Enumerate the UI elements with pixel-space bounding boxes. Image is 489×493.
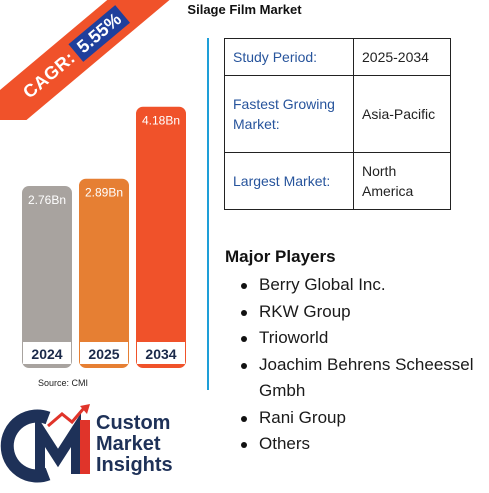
info-row-study-period: Study Period: 2025-2034 xyxy=(224,38,451,76)
info-value: 2025-2034 xyxy=(353,38,451,76)
divider-line xyxy=(207,38,209,390)
info-key: Fastest Growing Market: xyxy=(224,75,354,153)
logo-wordmark: Custom Market Insights xyxy=(96,413,173,476)
info-table: Study Period: 2025-2034 Fastest Growing … xyxy=(224,38,451,210)
bar-value-label: 2.76Bn xyxy=(28,193,66,207)
cmi-logo-icon xyxy=(0,404,90,483)
bar-2034 xyxy=(136,106,186,368)
bar-value-label: 2.89Bn xyxy=(85,186,123,200)
bar-2025 xyxy=(79,178,129,368)
player-item: Rani Group xyxy=(237,405,477,432)
year-plate xyxy=(23,342,71,364)
x-tick-label: 2034 xyxy=(145,346,176,362)
logo-line-1: Custom xyxy=(96,412,171,434)
player-item: Others xyxy=(237,431,477,458)
players-list: Berry Global Inc. RKW Group Trioworld Jo… xyxy=(237,272,477,458)
year-plate xyxy=(80,342,128,364)
chart-title: Silage Film Market xyxy=(187,2,302,17)
info-key: Study Period: xyxy=(224,38,354,76)
info-row-fastest-growing: Fastest Growing Market: Asia-Pacific xyxy=(224,75,451,153)
player-item: RKW Group xyxy=(237,299,477,326)
logo-line-2: Market xyxy=(96,433,161,455)
info-value: Asia-Pacific xyxy=(353,75,451,153)
logo-line-3: Insights xyxy=(96,454,173,476)
bar-2024 xyxy=(22,185,72,368)
players-heading: Major Players xyxy=(225,247,336,266)
info-key: Largest Market: xyxy=(224,152,354,210)
bar-value-label: 4.18Bn xyxy=(142,114,180,128)
player-item: Berry Global Inc. xyxy=(237,272,477,299)
source-note: Source: CMI xyxy=(38,378,89,388)
player-item: Trioworld xyxy=(237,325,477,352)
year-plate xyxy=(137,342,185,364)
bar-chart: 2.76Bn 2024 2.89Bn 2025 4.18Bn 2034 xyxy=(22,106,186,368)
player-item: Joachim Behrens Scheessel Gmbh xyxy=(237,352,477,405)
info-value: North America xyxy=(353,152,451,210)
x-tick-label: 2025 xyxy=(88,346,119,362)
info-row-largest-market: Largest Market: North America xyxy=(224,152,451,210)
x-tick-label: 2024 xyxy=(31,346,62,362)
